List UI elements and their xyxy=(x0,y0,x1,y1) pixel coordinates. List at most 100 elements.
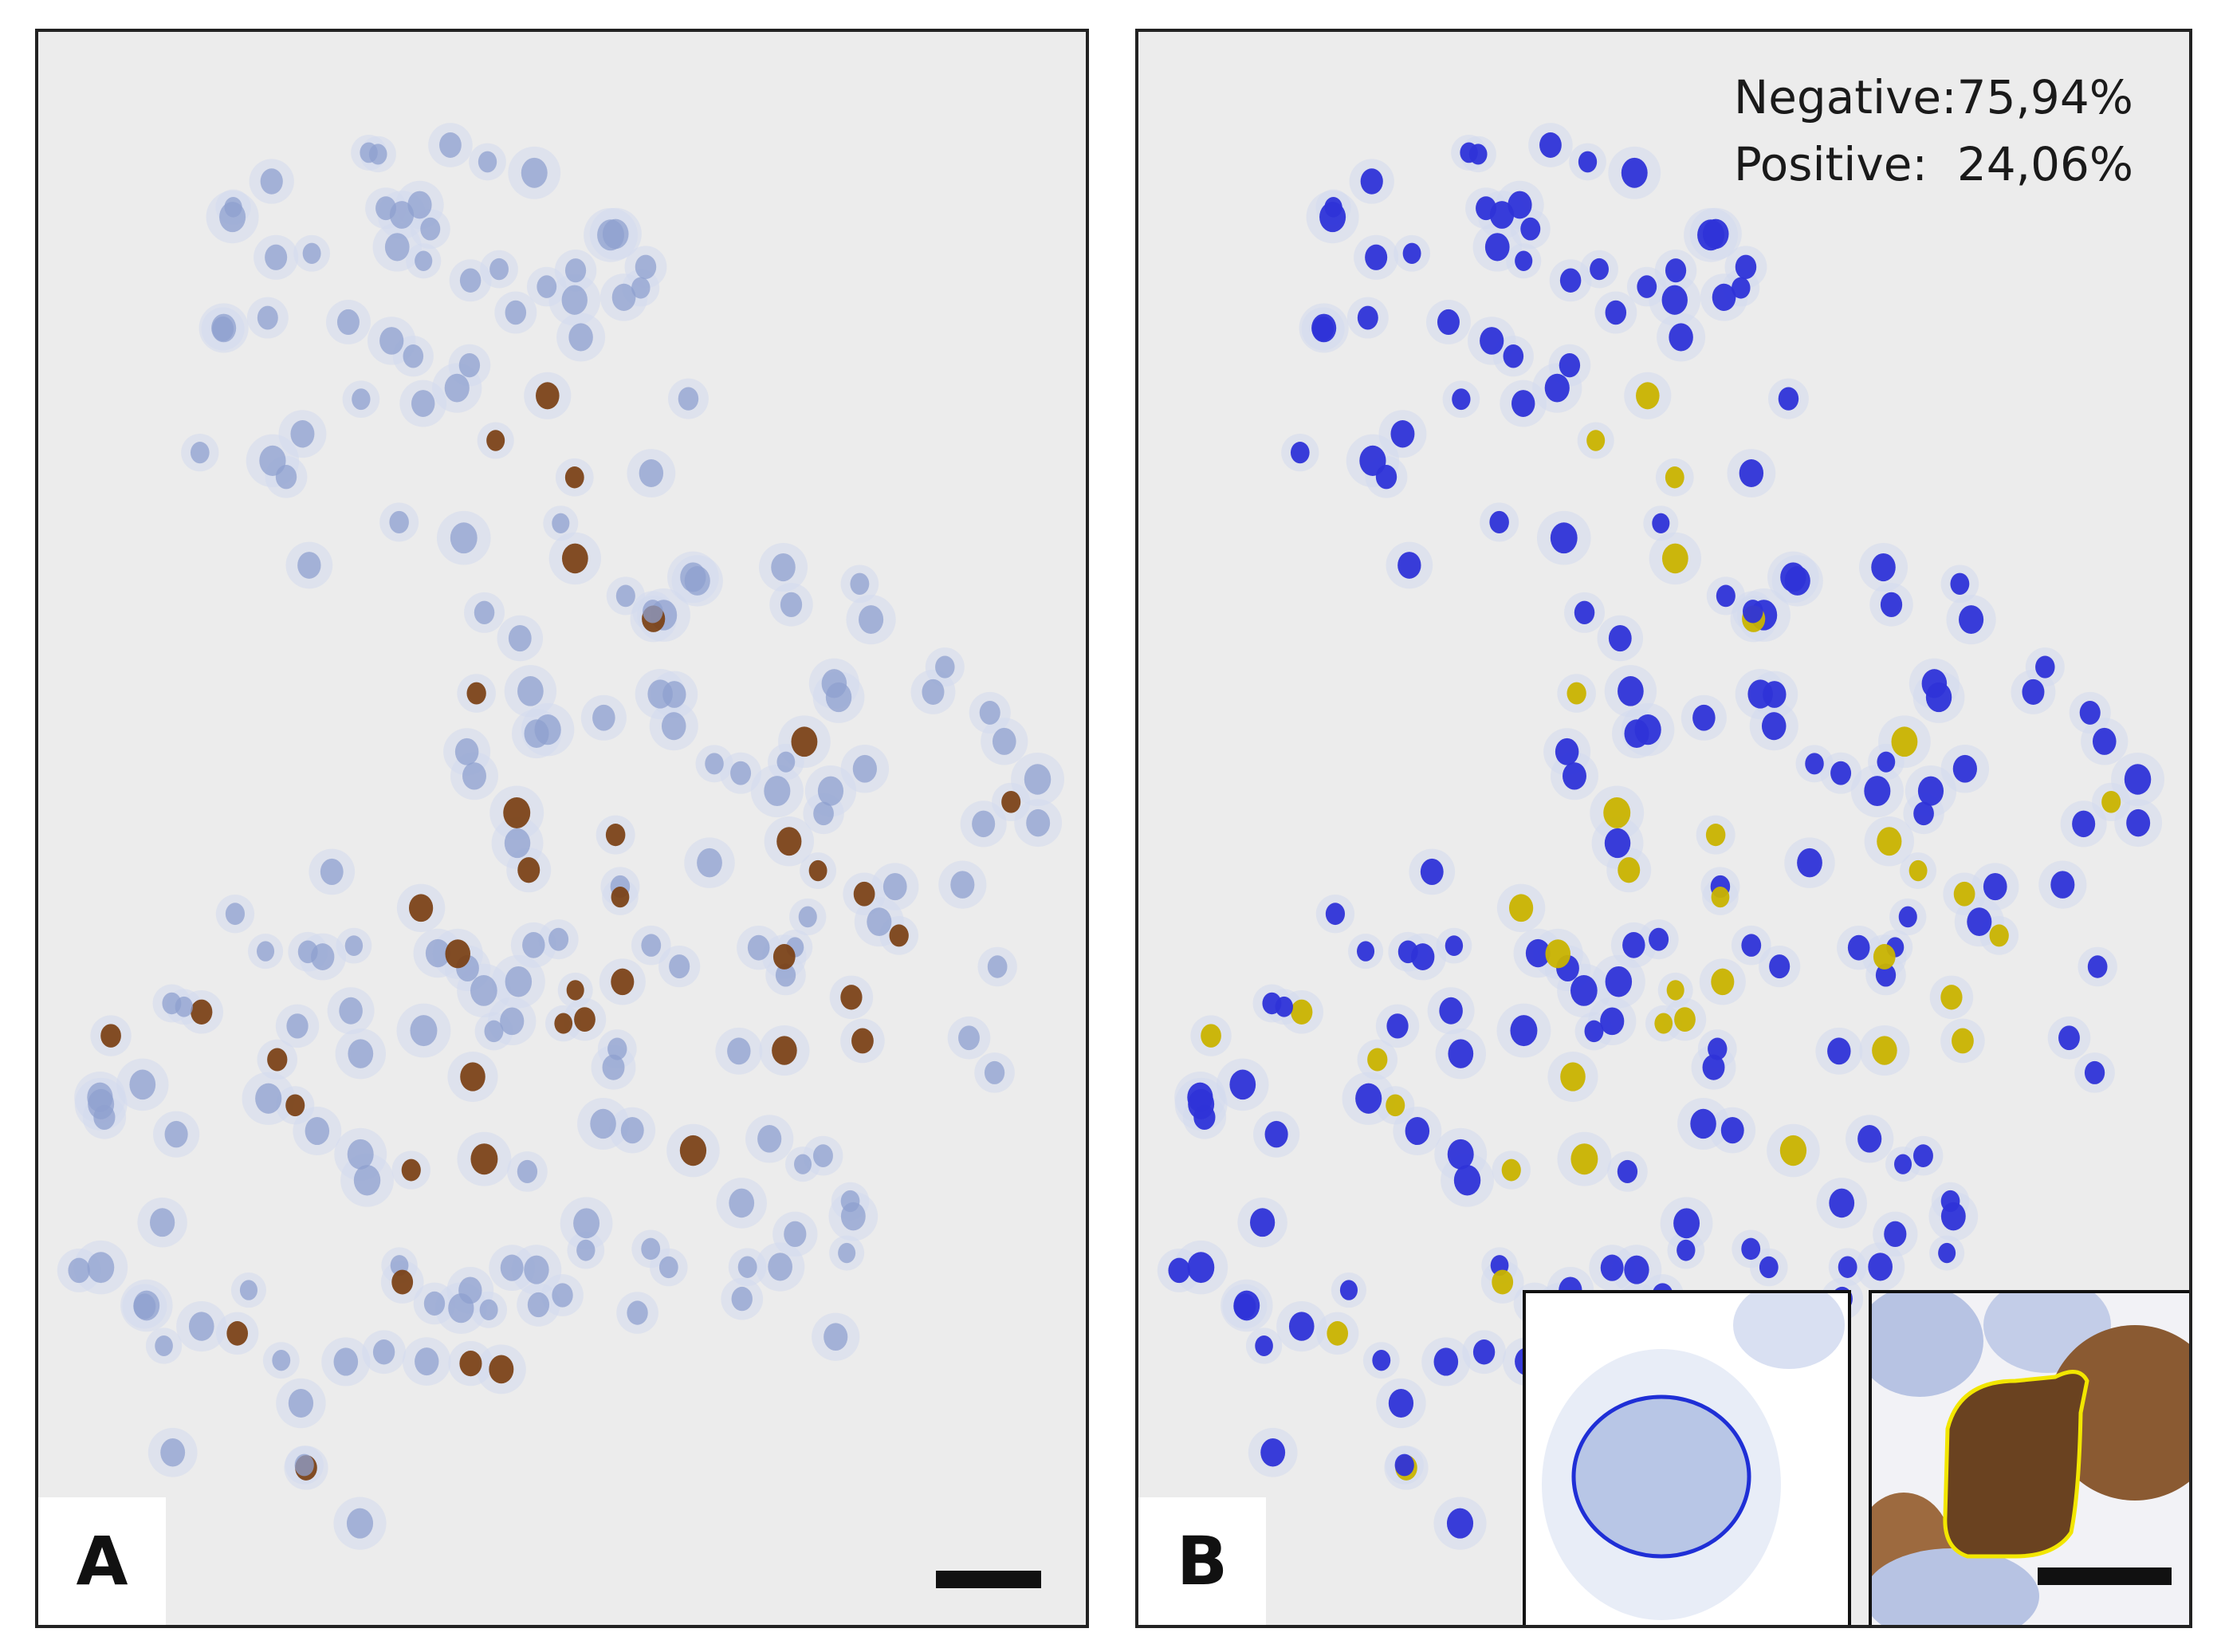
negative-cell xyxy=(1539,132,1562,158)
negative-cell xyxy=(521,157,548,188)
negative-cell xyxy=(164,1120,188,1148)
negative-cell xyxy=(1388,1389,1414,1418)
negative-cell xyxy=(771,553,796,582)
negative-cell xyxy=(1357,941,1375,962)
negative-cell xyxy=(678,387,699,411)
negative-cell xyxy=(1720,1116,1744,1144)
negative-cell xyxy=(2058,1025,2080,1051)
negative-cell xyxy=(320,858,344,886)
panel-a: A xyxy=(35,29,1089,1628)
negative-cell xyxy=(1712,283,1736,311)
positive-cell xyxy=(503,796,531,828)
negative-cell xyxy=(411,390,435,417)
negative-cell xyxy=(1489,510,1509,534)
negative-cell xyxy=(867,907,892,937)
negative-cell xyxy=(1604,828,1631,859)
negative-cell xyxy=(384,233,410,262)
panel-b: Negative:75,94% Positive: 24,06% B xyxy=(1135,29,2192,1628)
negative-cell xyxy=(641,1237,661,1261)
negative-cell xyxy=(1405,1117,1430,1146)
positive-cell xyxy=(1989,924,2009,947)
negative-cell xyxy=(1460,142,1478,163)
negative-cell xyxy=(1959,605,1984,634)
negative-cell xyxy=(1420,858,1444,886)
negative-cell xyxy=(1229,1069,1256,1100)
positive-cell xyxy=(564,466,584,489)
negative-cell xyxy=(1448,1039,1474,1068)
negative-cell xyxy=(1357,305,1378,330)
negative-cell xyxy=(423,1291,446,1316)
negative-cell xyxy=(415,1347,439,1376)
negative-cell xyxy=(1830,761,1852,785)
micrograph-original xyxy=(57,123,1065,1550)
negative-cell xyxy=(1355,1083,1382,1114)
positive-cell xyxy=(466,682,486,705)
negative-cell xyxy=(1360,168,1383,195)
negative-cell xyxy=(1763,681,1787,708)
negative-cell xyxy=(1868,1253,1893,1281)
negative-cell xyxy=(850,572,870,596)
positive-cell xyxy=(470,1143,498,1175)
negative-cell xyxy=(255,1083,282,1114)
negative-cell xyxy=(302,242,321,264)
positive-cell xyxy=(1661,543,1688,574)
positive-cell xyxy=(486,430,505,451)
negative-cell xyxy=(1605,966,1633,997)
negative-cell xyxy=(297,552,321,579)
negative-cell xyxy=(2022,678,2045,706)
negative-cell xyxy=(505,300,527,325)
negative-cell xyxy=(1508,191,1532,219)
negative-cell xyxy=(524,719,549,748)
negative-cell xyxy=(1260,1438,1286,1467)
negative-cell xyxy=(484,1020,504,1043)
negative-cell xyxy=(470,975,497,1006)
negative-cell xyxy=(1584,1020,1604,1043)
negative-cell xyxy=(407,191,432,219)
positive-cell xyxy=(1201,1024,1221,1048)
negative-cell xyxy=(1622,931,1645,958)
negative-cell xyxy=(1829,1188,1855,1218)
negative-cell xyxy=(1743,600,1763,623)
negative-cell xyxy=(474,600,495,624)
negative-cell xyxy=(505,966,533,997)
negative-cell xyxy=(979,700,1000,725)
negative-cell xyxy=(1439,997,1463,1025)
negative-cell xyxy=(1621,157,1648,188)
positive-cell xyxy=(851,1028,874,1054)
positive-cell xyxy=(611,887,630,908)
negative-cell xyxy=(260,168,283,195)
negative-cell xyxy=(922,678,945,706)
negative-cell xyxy=(1188,1088,1215,1119)
negative-cell xyxy=(1550,522,1578,554)
negative-cell xyxy=(731,1286,753,1312)
negative-cell xyxy=(1233,1290,1260,1321)
negative-cell xyxy=(1877,751,1896,773)
negative-cell xyxy=(517,1159,538,1183)
negative-cell xyxy=(635,254,657,280)
negative-cell xyxy=(859,605,884,634)
negative-cell xyxy=(410,1015,438,1047)
negative-cell xyxy=(458,352,481,378)
negative-cell xyxy=(784,1221,807,1248)
negative-cell xyxy=(352,388,371,411)
negative-cell xyxy=(1608,625,1632,652)
negative-row: Negative:75,94% xyxy=(1734,64,2133,131)
negative-cell xyxy=(1445,935,1464,957)
negative-cell xyxy=(379,327,404,355)
positive-cell xyxy=(391,1269,414,1295)
negative-cell xyxy=(1510,1015,1538,1047)
positive-cell xyxy=(605,824,626,847)
negative-cell xyxy=(680,562,706,592)
negative-cell xyxy=(1452,388,1471,411)
positive-cell xyxy=(1603,796,1631,828)
positive-cell xyxy=(554,1013,573,1034)
positive-cell xyxy=(1711,968,1735,996)
negative-cell xyxy=(1983,872,2007,901)
negative-cell xyxy=(1716,584,1736,608)
negative-cell xyxy=(1402,242,1421,264)
negative-cell xyxy=(1690,1108,1716,1139)
panel-label-a: A xyxy=(38,1497,166,1625)
positive-cell xyxy=(191,999,213,1025)
negative-cell xyxy=(1940,1202,1966,1231)
negative-cell xyxy=(1649,927,1669,951)
